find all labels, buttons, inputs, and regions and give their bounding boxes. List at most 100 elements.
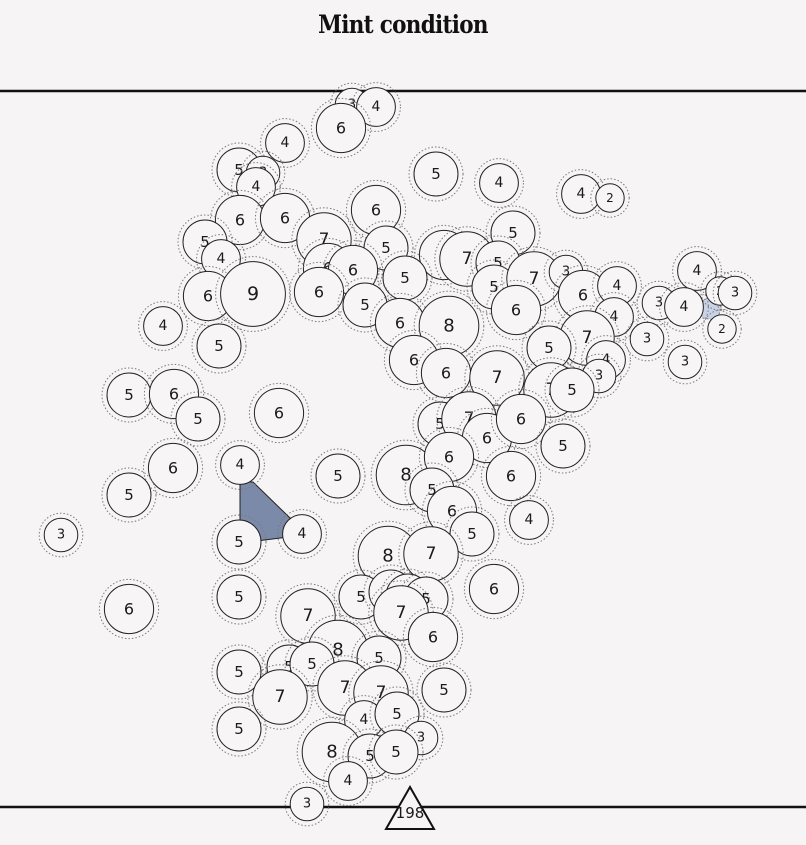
piece-value: 6: [516, 410, 526, 429]
piece-value: 4: [298, 526, 307, 542]
number-piece[interactable]: 5: [416, 662, 472, 718]
number-piece[interactable]: 5: [101, 467, 157, 523]
piece-halo: [211, 569, 267, 625]
piece-disc: [485, 450, 537, 502]
number-piece[interactable]: 7: [247, 664, 313, 730]
number-piece[interactable]: 2: [702, 309, 742, 349]
number-piece[interactable]: 6: [310, 97, 372, 159]
number-piece[interactable]: 5: [211, 569, 267, 625]
number-piece[interactable]: 4: [672, 246, 722, 296]
number-piece[interactable]: 4: [474, 158, 524, 208]
number-piece[interactable]: 2: [590, 178, 630, 218]
number-piece[interactable]: 4: [260, 118, 310, 168]
piece-value: 7: [464, 409, 475, 429]
piece-halo: [170, 391, 226, 447]
number-piece[interactable]: 5: [544, 362, 600, 418]
piece-halo: [211, 644, 267, 700]
number-piece[interactable]: 5: [170, 391, 226, 447]
number-piece[interactable]: 5: [101, 367, 157, 423]
number-piece[interactable]: 7: [464, 345, 530, 411]
piece-halo: [211, 701, 267, 757]
piece-value: 3: [417, 731, 425, 746]
piece-disc: [595, 183, 625, 213]
number-piece[interactable]: 4: [504, 495, 554, 545]
piece-disc: [356, 87, 396, 127]
number-piece[interactable]: 5: [211, 644, 267, 700]
number-piece[interactable]: 5: [368, 724, 424, 780]
number-piece[interactable]: 4: [277, 509, 327, 559]
number-piece[interactable]: 6: [485, 279, 547, 341]
piece-disc: [103, 583, 155, 635]
piece-halo: [98, 578, 160, 640]
puzzle-title: Mint condition: [318, 10, 488, 39]
number-piece[interactable]: 6: [254, 187, 316, 249]
piece-disc: [216, 649, 262, 695]
move-counter: 198: [384, 784, 436, 830]
number-piece[interactable]: 8: [413, 290, 485, 362]
number-piece[interactable]: 5: [211, 514, 267, 570]
number-piece[interactable]: 5: [535, 418, 591, 474]
number-piece[interactable]: 3: [662, 339, 708, 385]
number-piece[interactable]: 6: [402, 606, 464, 668]
piece-value: 6: [314, 283, 324, 302]
piece-value: 7: [462, 249, 473, 269]
number-piece[interactable]: 6: [480, 445, 542, 507]
piece-value: 5: [489, 278, 499, 296]
number-piece[interactable]: 5: [211, 701, 267, 757]
number-piece[interactable]: 3: [38, 512, 84, 558]
number-piece[interactable]: 9: [215, 256, 291, 332]
piece-disc: [540, 423, 586, 469]
number-piece[interactable]: 6: [288, 261, 350, 323]
piece-disc: [216, 706, 262, 752]
piece-value: 5: [333, 467, 343, 485]
number-piece[interactable]: 5: [408, 146, 464, 202]
piece-halo: [191, 318, 247, 374]
number-piece[interactable]: 6: [463, 558, 525, 620]
piece-value: 5: [374, 649, 384, 667]
piece-value: 4: [610, 309, 619, 325]
piece-value: 5: [234, 588, 244, 606]
number-piece[interactable]: 4: [659, 282, 709, 332]
piece-value: 7: [426, 544, 437, 564]
number-piece[interactable]: 5: [310, 448, 366, 504]
piece-disc: [253, 387, 305, 439]
number-piece[interactable]: 4: [138, 301, 188, 351]
piece-value: 5: [360, 296, 370, 314]
number-piece[interactable]: 6: [248, 382, 310, 444]
piece-halo: [662, 339, 708, 385]
number-piece[interactable]: 4: [351, 82, 401, 132]
piece-halo: [38, 512, 84, 558]
number-piece[interactable]: 6: [98, 578, 160, 640]
number-piece[interactable]: 5: [377, 250, 433, 306]
piece-value: 5: [435, 415, 445, 433]
number-piece[interactable]: 3: [624, 316, 670, 362]
piece-value: 4: [693, 263, 702, 279]
number-piece[interactable]: 4: [215, 440, 265, 490]
piece-disc: [289, 786, 325, 822]
piece-halo: [248, 382, 310, 444]
piece-value: 5: [567, 381, 577, 399]
piece-value: 5: [391, 743, 401, 761]
piece-value: 7: [492, 368, 503, 388]
piece-halo: [659, 282, 709, 332]
piece-halo: [535, 418, 591, 474]
piece-halo: [480, 445, 542, 507]
piece-halo: [408, 146, 464, 202]
number-piece[interactable]: 5: [191, 318, 247, 374]
piece-value: 9: [247, 283, 259, 305]
piece-value: 6: [203, 287, 213, 306]
piece-value: 4: [372, 99, 381, 115]
piece-disc: [469, 350, 525, 406]
number-piece[interactable]: 4: [323, 756, 373, 806]
number-piece[interactable]: 3: [284, 781, 330, 827]
number-piece[interactable]: 3: [712, 270, 758, 316]
piece-disc: [490, 284, 542, 336]
piece-value: 4: [159, 318, 168, 334]
piece-halo: [323, 756, 373, 806]
piece-value: 5: [365, 747, 375, 765]
piece-disc: [43, 517, 79, 553]
number-piece[interactable]: 6: [142, 437, 204, 499]
number-piece[interactable]: 6: [490, 388, 552, 450]
piece-disc: [707, 314, 737, 344]
